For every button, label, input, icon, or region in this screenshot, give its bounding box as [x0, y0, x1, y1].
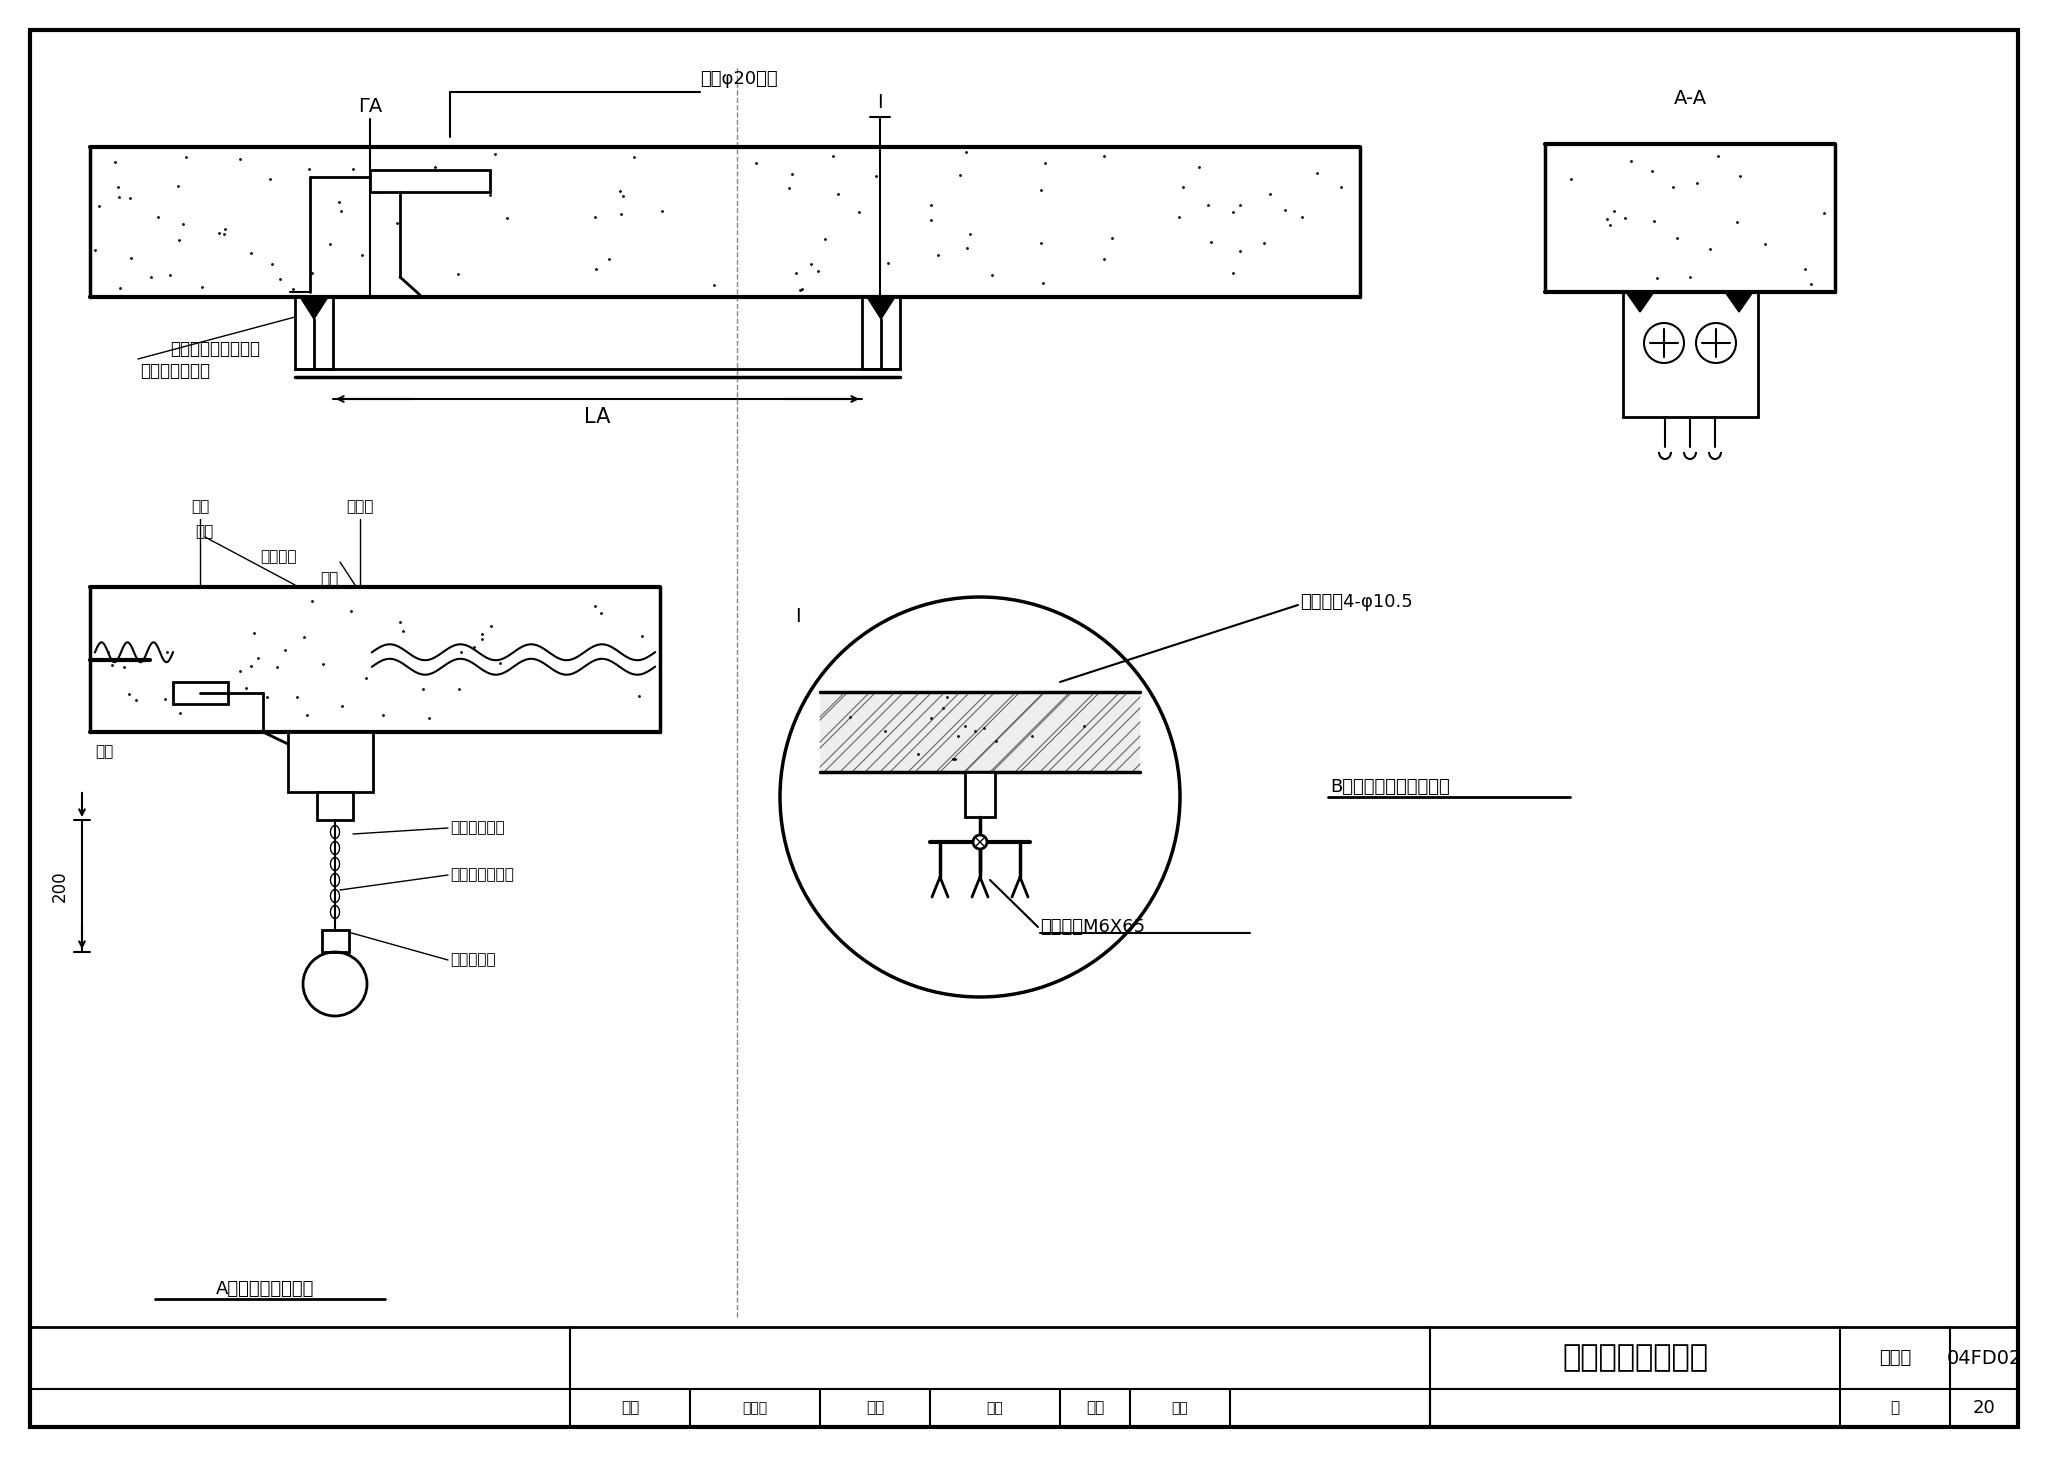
Text: 焊接: 焊接	[319, 571, 338, 587]
Text: 杨维迅: 杨维迅	[743, 1402, 768, 1415]
Text: 04FD02: 04FD02	[1946, 1349, 2021, 1368]
Text: 元木白瓷吊盒: 元木白瓷吊盒	[451, 820, 504, 835]
Text: 校对: 校对	[866, 1400, 885, 1416]
Text: 根母: 根母	[195, 525, 213, 539]
Polygon shape	[1724, 291, 1753, 312]
Bar	[1544, 144, 1835, 291]
Text: A-A: A-A	[1673, 89, 1706, 108]
Text: 审核: 审核	[621, 1400, 639, 1416]
Bar	[317, 793, 352, 820]
Text: I: I	[795, 608, 801, 627]
Text: A人防吊线灯具安装: A人防吊线灯具安装	[215, 1281, 313, 1298]
Text: I: I	[877, 92, 883, 112]
Bar	[1622, 291, 1757, 417]
Text: 徐迪: 徐迪	[1171, 1402, 1188, 1415]
Text: 钢管: 钢管	[94, 745, 113, 759]
Text: 防水铜芯塑料线: 防水铜芯塑料线	[451, 867, 514, 883]
Text: 白瓷吊灯口: 白瓷吊灯口	[451, 953, 496, 967]
Bar	[295, 297, 334, 369]
Text: 灯头盒: 灯头盒	[346, 500, 373, 514]
Polygon shape	[1626, 291, 1655, 312]
Text: 跨接地线: 跨接地线	[260, 549, 297, 564]
Polygon shape	[819, 692, 1141, 772]
Bar	[965, 772, 995, 817]
Text: 护口: 护口	[190, 500, 209, 514]
Bar	[322, 930, 348, 951]
Text: 预埋φ20钢管: 预埋φ20钢管	[700, 70, 778, 87]
Text: LA: LA	[584, 407, 610, 427]
Text: 膨胀螺栓M6X65: 膨胀螺栓M6X65	[1040, 918, 1145, 935]
Text: 与安装螺栓缠绕: 与安装螺栓缠绕	[139, 361, 211, 380]
Circle shape	[973, 835, 987, 849]
Text: 图集号: 图集号	[1878, 1349, 1911, 1367]
Polygon shape	[866, 297, 895, 319]
Bar	[289, 731, 373, 793]
Bar	[90, 587, 659, 731]
Text: 安装时钻4-φ10.5: 安装时钻4-φ10.5	[1300, 593, 1413, 610]
Bar	[371, 170, 489, 192]
Bar	[90, 147, 1360, 297]
Polygon shape	[299, 297, 328, 319]
Text: 罗浩: 罗浩	[987, 1402, 1004, 1415]
Text: 战时两端用尼龙丝线: 战时两端用尼龙丝线	[170, 339, 260, 358]
Bar	[172, 682, 227, 704]
Text: 人防灯具安装做法: 人防灯具安装做法	[1563, 1343, 1708, 1372]
Text: 设计: 设计	[1085, 1400, 1104, 1416]
Text: 200: 200	[51, 870, 70, 902]
Text: 20: 20	[1972, 1399, 1995, 1418]
Text: B人防荧光灯具吸顶安装: B人防荧光灯具吸顶安装	[1329, 778, 1450, 796]
Text: ΓA: ΓA	[358, 98, 383, 117]
Text: 页: 页	[1890, 1400, 1901, 1416]
Bar	[862, 297, 899, 369]
